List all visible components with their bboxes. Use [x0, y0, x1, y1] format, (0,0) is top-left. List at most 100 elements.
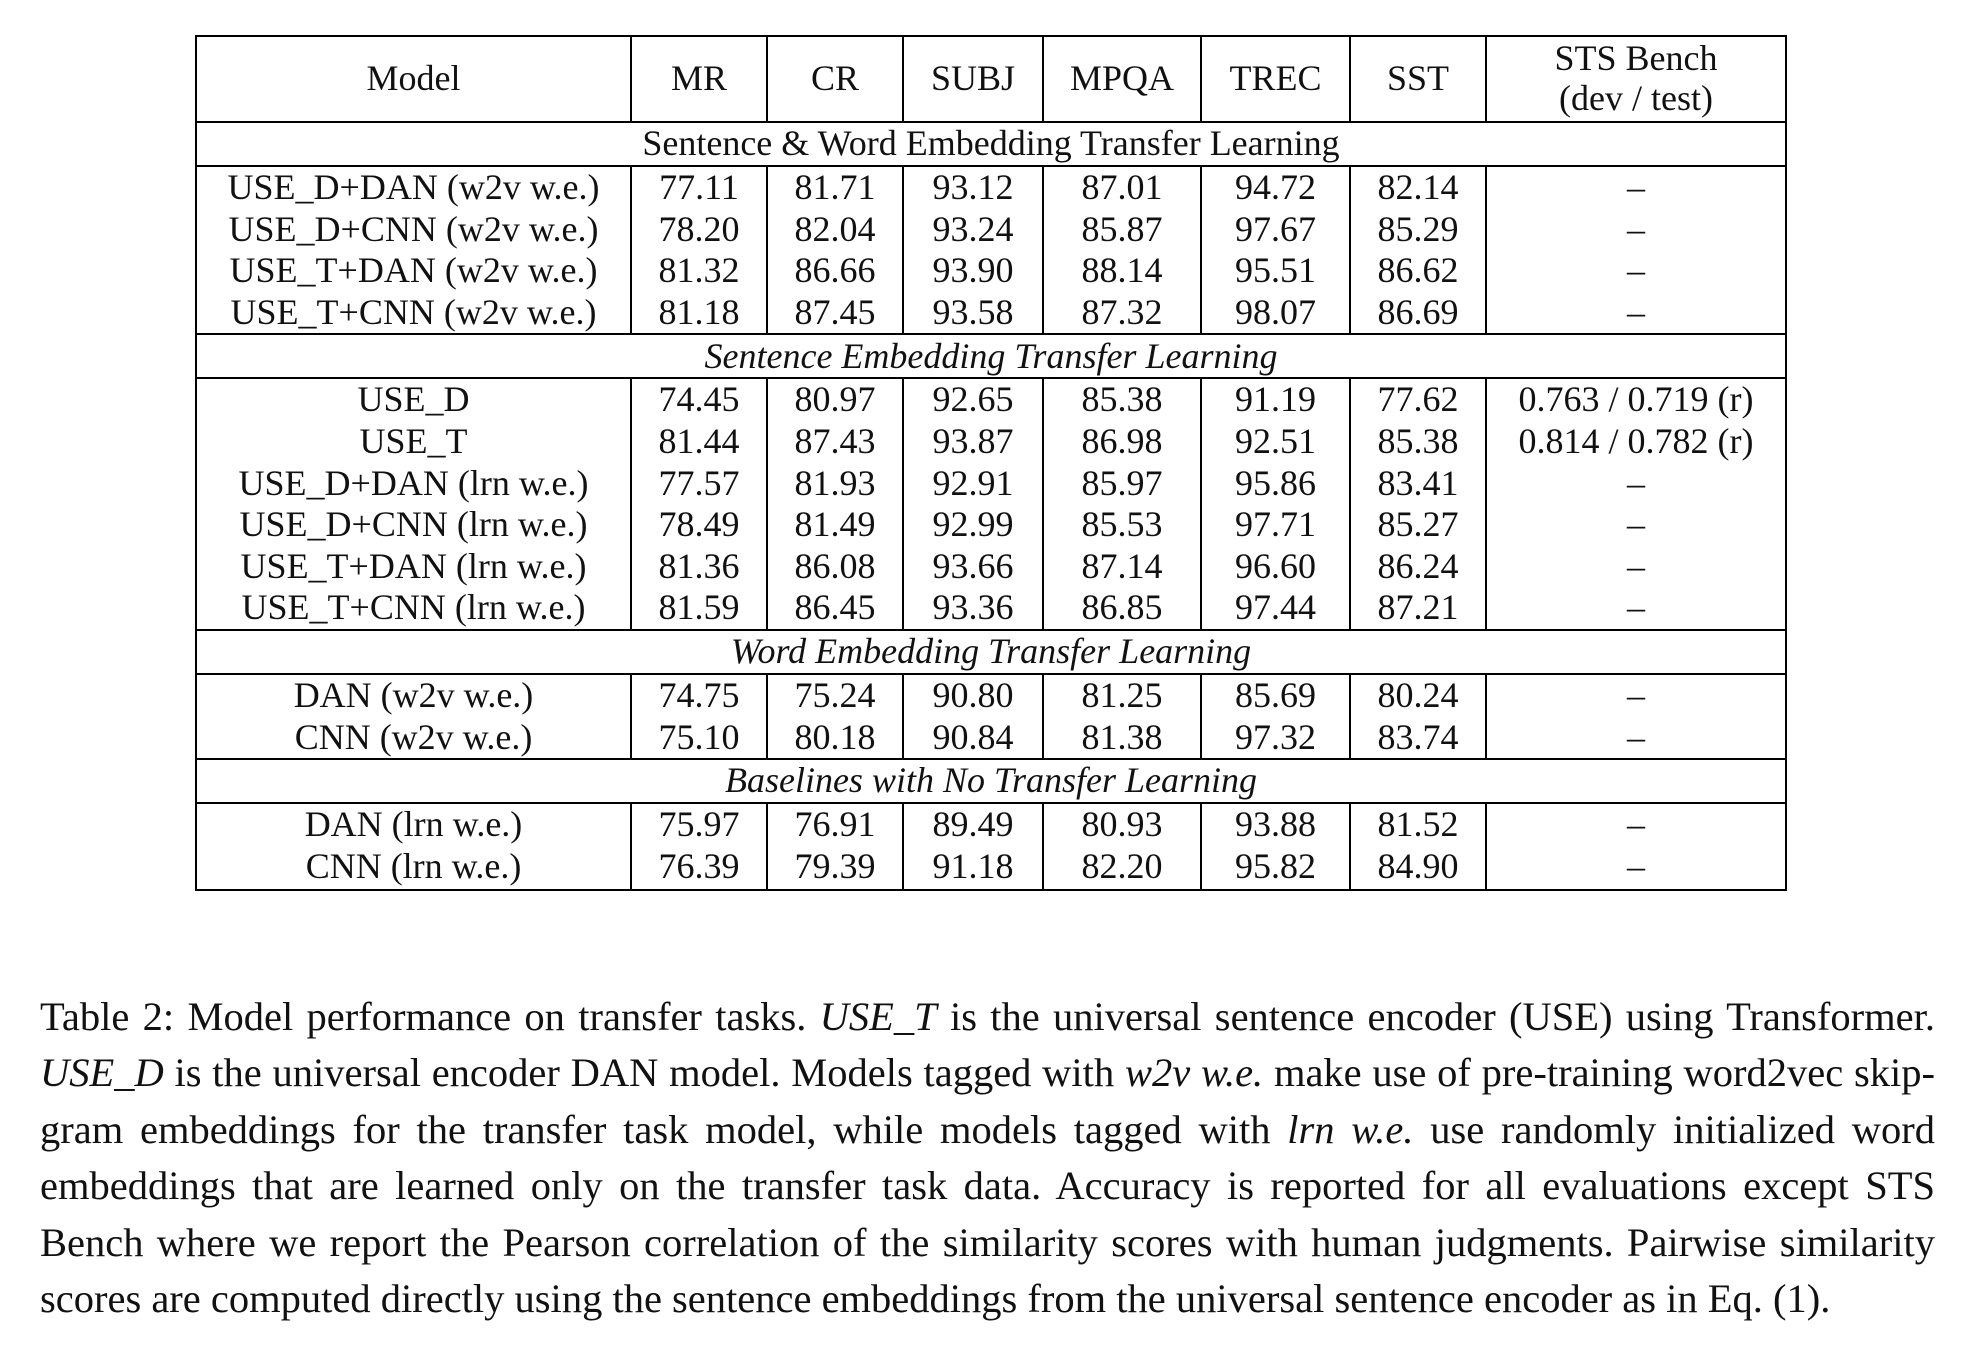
score-cell: 92.99	[902, 504, 1044, 546]
header-sts-line2: (dev / test)	[1559, 78, 1713, 118]
score-cell: 92.65	[902, 378, 1044, 421]
table-row: USE_D+DAN (lrn w.e.) 77.57 81.93 92.91 85.97…	[195, 462, 1787, 505]
score-cell: 83.74	[1349, 716, 1487, 760]
score-cell: –	[1485, 462, 1787, 505]
score-cell: 81.71	[766, 166, 904, 209]
score-cell: 85.27	[1349, 504, 1487, 546]
caption-text-2: is the universal sentence encoder (USE) …	[936, 993, 1935, 1039]
score-cell: –	[1485, 208, 1787, 251]
score-cell: 86.62	[1349, 250, 1487, 292]
caption-italic-lrn: lrn w.e.	[1287, 1106, 1414, 1152]
score-cell: 95.51	[1200, 250, 1351, 292]
score-cell: 81.36	[630, 545, 768, 588]
model-name-cell: USE_T	[195, 420, 632, 463]
score-cell: 92.91	[902, 462, 1044, 505]
score-cell: 77.62	[1349, 378, 1487, 421]
score-cell: 87.01	[1042, 166, 1202, 209]
score-cell: 82.20	[1042, 845, 1202, 891]
score-cell: 77.11	[630, 166, 768, 209]
score-cell: –	[1485, 716, 1787, 760]
section-header-row: Sentence Embedding Transfer Learning	[196, 333, 1786, 380]
score-cell: –	[1485, 673, 1787, 717]
score-cell: –	[1485, 250, 1787, 292]
score-cell: 95.86	[1200, 462, 1351, 505]
score-cell: 86.08	[766, 545, 904, 588]
score-cell: 85.29	[1349, 208, 1487, 251]
score-cell: 86.98	[1042, 420, 1202, 463]
header-model: Model	[195, 35, 632, 123]
score-cell: 81.52	[1349, 803, 1487, 846]
header-row: Model MR CR SUBJ MPQA TREC SST STS Bench…	[195, 35, 1787, 123]
table-row: CNN (lrn w.e.) 76.39 79.39 91.18 82.20 95.82 8…	[195, 845, 1787, 891]
score-cell: 81.18	[630, 291, 768, 335]
model-name-cell: DAN (w2v w.e.)	[195, 673, 632, 717]
score-cell: 79.39	[766, 845, 904, 891]
score-cell: 90.80	[902, 673, 1044, 717]
score-cell: 87.14	[1042, 545, 1202, 588]
score-cell: 78.49	[630, 504, 768, 546]
model-name-cell: USE_D+CNN (w2v w.e.)	[195, 208, 632, 251]
caption-italic-w2v: w2v w.e.	[1124, 1050, 1264, 1095]
score-cell: –	[1485, 166, 1787, 209]
score-cell: 80.97	[766, 378, 904, 421]
score-cell: 78.20	[630, 208, 768, 251]
table-row: USE_T 81.44 87.43 93.87 86.98 92.51 85.38 0.814…	[195, 420, 1787, 463]
score-cell: 81.44	[630, 420, 768, 463]
score-cell: –	[1485, 803, 1787, 846]
score-cell: 93.58	[902, 291, 1044, 335]
score-cell: 75.10	[630, 716, 768, 760]
section-title: Sentence Embedding Transfer Learning	[196, 333, 1786, 380]
score-cell: 88.14	[1042, 250, 1202, 292]
caption-italic-use-t: USE_T	[819, 993, 937, 1039]
score-cell: –	[1485, 845, 1787, 891]
model-name-cell: USE_D	[195, 378, 632, 421]
score-cell: 80.93	[1042, 803, 1202, 846]
header-mpqa: MPQA	[1042, 35, 1202, 123]
model-name-cell: DAN (lrn w.e.)	[195, 803, 632, 846]
score-cell: 93.24	[902, 208, 1044, 251]
model-name-cell: USE_T+DAN (w2v w.e.)	[195, 250, 632, 292]
table-body: Sentence & Word Embedding Transfer Learn…	[195, 121, 1787, 891]
table-row: CNN (w2v w.e.) 75.10 80.18 90.84 81.38 97.32 8…	[195, 716, 1787, 760]
model-name-cell: USE_D+CNN (lrn w.e.)	[195, 504, 632, 546]
model-name-cell: USE_D+DAN (w2v w.e.)	[195, 166, 632, 209]
score-cell: 81.93	[766, 462, 904, 505]
score-cell: 93.87	[902, 420, 1044, 463]
score-cell: 87.45	[766, 291, 904, 335]
score-cell: 85.38	[1042, 378, 1202, 421]
score-cell: 85.53	[1042, 504, 1202, 546]
score-cell: 82.04	[766, 208, 904, 251]
score-cell: 87.21	[1349, 587, 1487, 630]
score-cell: 76.39	[630, 845, 768, 891]
header-sst: SST	[1349, 35, 1487, 123]
score-cell: 97.44	[1200, 587, 1351, 630]
header-subj: SUBJ	[902, 35, 1044, 123]
score-cell: 93.66	[902, 545, 1044, 588]
score-cell: –	[1485, 587, 1787, 630]
caption-text-3: is the universal encoder DAN model. Mode…	[163, 1050, 1125, 1095]
score-cell: 81.49	[766, 504, 904, 546]
score-cell: 87.32	[1042, 291, 1202, 335]
score-cell: 94.72	[1200, 166, 1351, 209]
table-row: USE_T+DAN (lrn w.e.) 81.36 86.08 93.66 87.14…	[195, 545, 1787, 588]
score-cell: 81.25	[1042, 673, 1202, 717]
score-cell: 92.51	[1200, 420, 1351, 463]
model-name-cell: USE_T+DAN (lrn w.e.)	[195, 545, 632, 588]
results-table: Model MR CR SUBJ MPQA TREC SST STS Bench…	[195, 35, 1787, 892]
score-cell: 93.36	[902, 587, 1044, 630]
score-cell: 0.814 / 0.782 (r)	[1485, 420, 1787, 463]
score-cell: –	[1485, 545, 1787, 588]
model-name-cell: USE_T+CNN (w2v w.e.)	[195, 291, 632, 335]
score-cell: –	[1485, 504, 1787, 546]
score-cell: 86.45	[766, 587, 904, 630]
score-cell: 82.14	[1349, 166, 1487, 209]
score-cell: 80.24	[1349, 673, 1487, 717]
section-title: Word Embedding Transfer Learning	[196, 628, 1786, 675]
section-title: Baselines with No Transfer Learning	[196, 758, 1786, 805]
table-row: DAN (w2v w.e.) 74.75 75.24 90.80 81.25 85.69 8…	[195, 673, 1787, 717]
score-cell: 86.85	[1042, 587, 1202, 630]
score-cell: 80.18	[766, 716, 904, 760]
header-trec: TREC	[1200, 35, 1351, 123]
score-cell: 85.38	[1349, 420, 1487, 463]
model-name-cell: CNN (w2v w.e.)	[195, 716, 632, 760]
